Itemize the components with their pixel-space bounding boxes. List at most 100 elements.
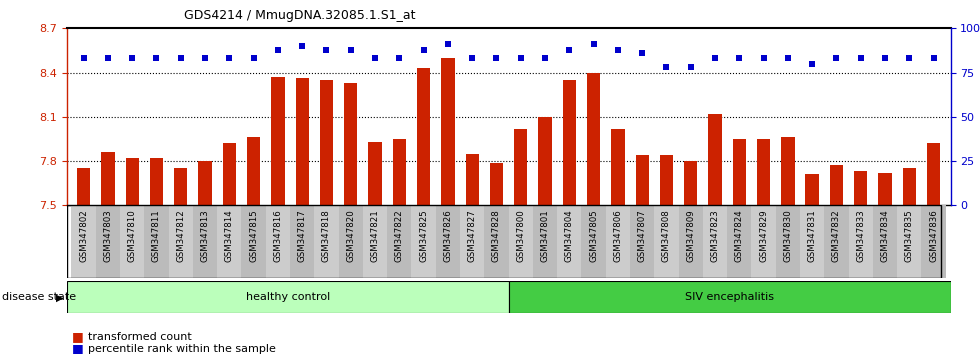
- Point: [172, 56, 188, 61]
- Bar: [824, 205, 849, 278]
- Text: GSM347830: GSM347830: [783, 209, 793, 262]
- Text: ▶: ▶: [56, 292, 64, 302]
- Bar: [752, 205, 776, 278]
- Bar: [921, 205, 946, 278]
- Bar: [466, 154, 479, 205]
- Bar: [781, 137, 795, 205]
- Text: transformed count: transformed count: [88, 332, 192, 342]
- Text: GSM347815: GSM347815: [249, 209, 258, 262]
- Text: GSM347800: GSM347800: [516, 209, 525, 262]
- Bar: [484, 205, 509, 278]
- Point: [391, 56, 407, 61]
- Bar: [412, 205, 436, 278]
- Point: [805, 61, 820, 67]
- Point: [246, 56, 262, 61]
- Point: [780, 56, 796, 61]
- Point: [902, 56, 917, 61]
- Text: GSM347836: GSM347836: [929, 209, 938, 262]
- Text: GSM347810: GSM347810: [127, 209, 136, 262]
- Bar: [363, 205, 387, 278]
- Bar: [72, 205, 96, 278]
- Bar: [441, 58, 455, 205]
- Point: [513, 56, 528, 61]
- Text: GSM347831: GSM347831: [808, 209, 816, 262]
- Point: [731, 56, 747, 61]
- Bar: [266, 205, 290, 278]
- Bar: [509, 281, 951, 313]
- Text: GSM347826: GSM347826: [443, 209, 453, 262]
- Bar: [927, 143, 940, 205]
- Bar: [296, 79, 309, 205]
- Text: GSM347817: GSM347817: [298, 209, 307, 262]
- Bar: [612, 129, 624, 205]
- Text: GSM347832: GSM347832: [832, 209, 841, 262]
- Point: [877, 56, 893, 61]
- Point: [683, 64, 699, 70]
- Text: GSM347808: GSM347808: [662, 209, 671, 262]
- Bar: [533, 205, 558, 278]
- Bar: [319, 80, 333, 205]
- Bar: [897, 205, 921, 278]
- Text: GSM347818: GSM347818: [322, 209, 331, 262]
- Bar: [121, 205, 144, 278]
- Text: GSM347805: GSM347805: [589, 209, 598, 262]
- Bar: [247, 137, 261, 205]
- Point: [465, 56, 480, 61]
- Bar: [849, 205, 873, 278]
- Text: GSM347804: GSM347804: [564, 209, 574, 262]
- Bar: [490, 162, 503, 205]
- Bar: [903, 169, 916, 205]
- Bar: [96, 205, 121, 278]
- Bar: [368, 142, 382, 205]
- Point: [294, 43, 310, 49]
- Text: GSM347834: GSM347834: [881, 209, 890, 262]
- Point: [149, 56, 165, 61]
- Text: GSM347833: GSM347833: [857, 209, 865, 262]
- Text: GSM347816: GSM347816: [273, 209, 282, 262]
- Bar: [416, 68, 430, 205]
- Point: [343, 47, 359, 52]
- Bar: [460, 205, 484, 278]
- Bar: [854, 171, 867, 205]
- Point: [562, 47, 577, 52]
- Text: GSM347829: GSM347829: [760, 209, 768, 262]
- Text: GSM347828: GSM347828: [492, 209, 501, 262]
- Bar: [727, 205, 752, 278]
- Bar: [77, 169, 90, 205]
- Point: [416, 47, 431, 52]
- Text: GSM347824: GSM347824: [735, 209, 744, 262]
- Bar: [339, 205, 363, 278]
- Text: GSM347807: GSM347807: [638, 209, 647, 262]
- Bar: [393, 139, 406, 205]
- Bar: [757, 139, 770, 205]
- Bar: [563, 80, 576, 205]
- Bar: [222, 143, 236, 205]
- Text: GDS4214 / MmugDNA.32085.1.S1_at: GDS4214 / MmugDNA.32085.1.S1_at: [184, 9, 416, 22]
- Bar: [800, 205, 824, 278]
- Text: disease state: disease state: [2, 292, 76, 302]
- Point: [659, 64, 674, 70]
- Bar: [290, 205, 315, 278]
- Bar: [558, 205, 581, 278]
- Point: [634, 50, 650, 56]
- Bar: [606, 205, 630, 278]
- Text: percentile rank within the sample: percentile rank within the sample: [88, 344, 276, 354]
- Bar: [830, 166, 843, 205]
- Bar: [538, 117, 552, 205]
- Bar: [387, 205, 412, 278]
- Bar: [241, 205, 266, 278]
- Text: GSM347821: GSM347821: [370, 209, 379, 262]
- Bar: [655, 205, 678, 278]
- Text: GSM347803: GSM347803: [104, 209, 113, 262]
- Bar: [144, 205, 169, 278]
- Text: GSM347825: GSM347825: [419, 209, 428, 262]
- Bar: [271, 77, 284, 205]
- Bar: [315, 205, 339, 278]
- Text: GSM347802: GSM347802: [79, 209, 88, 262]
- Text: GSM347823: GSM347823: [710, 209, 719, 262]
- Point: [829, 56, 845, 61]
- Bar: [150, 158, 164, 205]
- Bar: [218, 205, 241, 278]
- Text: GSM347820: GSM347820: [346, 209, 356, 262]
- Bar: [436, 205, 460, 278]
